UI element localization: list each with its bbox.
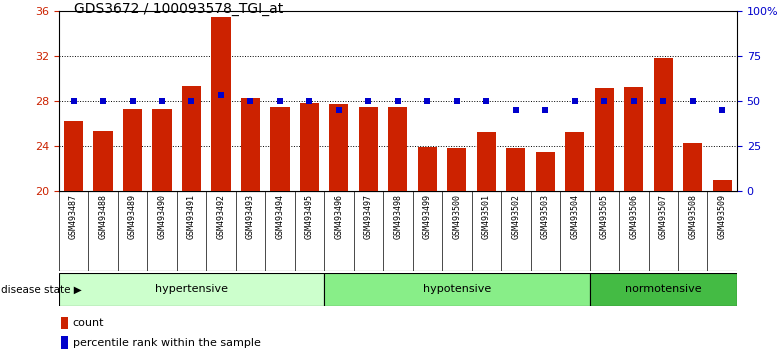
Bar (565, 132, 584, 191)
Point (391, 98, 405, 104)
Text: GSM493491: GSM493491 (187, 194, 196, 239)
Point (510, 107, 522, 113)
Point (568, 98, 581, 104)
Bar (654, 58, 673, 191)
Point (156, 98, 169, 104)
Bar (64, 121, 83, 191)
Point (451, 98, 463, 104)
Bar (241, 97, 260, 191)
Point (185, 98, 198, 104)
Bar (477, 132, 496, 191)
Point (627, 98, 640, 104)
Point (716, 107, 728, 113)
Text: GSM493503: GSM493503 (541, 194, 550, 239)
Text: GSM493494: GSM493494 (275, 194, 285, 239)
Text: hypotensive: hypotensive (423, 284, 491, 295)
Bar (683, 143, 702, 191)
Point (303, 98, 316, 104)
Bar (624, 87, 644, 191)
Bar (152, 109, 172, 191)
Text: GSM493496: GSM493496 (335, 194, 343, 239)
Text: GSM493504: GSM493504 (570, 194, 579, 239)
Point (96, 98, 109, 104)
Text: GDS3672 / 100093578_TGI_at: GDS3672 / 100093578_TGI_at (74, 2, 284, 16)
Text: disease state ▶: disease state ▶ (1, 284, 82, 295)
Text: GSM493497: GSM493497 (364, 194, 373, 239)
Bar (359, 107, 378, 191)
Bar (590, 273, 737, 306)
Text: GSM493508: GSM493508 (688, 194, 697, 239)
Bar (299, 103, 319, 191)
Point (480, 98, 492, 104)
Bar (123, 109, 142, 191)
Bar (182, 86, 201, 191)
Bar (506, 148, 525, 191)
Text: GSM493495: GSM493495 (305, 194, 314, 239)
Text: percentile rank within the sample: percentile rank within the sample (73, 337, 260, 348)
Bar (535, 152, 555, 191)
Bar (324, 273, 590, 306)
Point (67, 98, 80, 104)
Text: GSM493492: GSM493492 (216, 194, 226, 239)
Text: hypertensive: hypertensive (155, 284, 228, 295)
Point (332, 107, 345, 113)
Text: GSM493488: GSM493488 (99, 194, 107, 239)
Bar (447, 148, 466, 191)
Bar (388, 107, 408, 191)
Text: GSM493500: GSM493500 (452, 194, 461, 239)
Text: GSM493490: GSM493490 (158, 194, 166, 239)
Text: GSM493505: GSM493505 (600, 194, 609, 239)
Bar (713, 180, 731, 191)
Bar (212, 17, 230, 191)
Text: GSM493487: GSM493487 (69, 194, 78, 239)
Point (539, 107, 552, 113)
Text: GSM493499: GSM493499 (423, 194, 432, 239)
Bar (329, 104, 349, 191)
Text: normotensive: normotensive (625, 284, 702, 295)
Point (421, 98, 434, 104)
Text: GSM493501: GSM493501 (482, 194, 491, 239)
Text: GSM493509: GSM493509 (717, 194, 727, 239)
Bar (595, 88, 614, 191)
Point (274, 98, 286, 104)
Bar (60, 336, 68, 349)
Text: GSM493489: GSM493489 (128, 194, 137, 239)
Bar (270, 107, 289, 191)
Bar (93, 131, 113, 191)
Point (362, 98, 375, 104)
Bar (59, 273, 324, 306)
Text: GSM493498: GSM493498 (394, 194, 402, 239)
Text: count: count (73, 318, 104, 328)
Point (215, 93, 227, 98)
Text: GSM493502: GSM493502 (511, 194, 521, 239)
Text: GSM493493: GSM493493 (246, 194, 255, 239)
Point (126, 98, 139, 104)
Point (687, 98, 699, 104)
Text: GSM493507: GSM493507 (659, 194, 668, 239)
Bar (418, 147, 437, 191)
Bar (60, 316, 68, 329)
Point (244, 98, 256, 104)
Point (598, 98, 611, 104)
Point (657, 98, 670, 104)
Text: GSM493506: GSM493506 (630, 194, 638, 239)
